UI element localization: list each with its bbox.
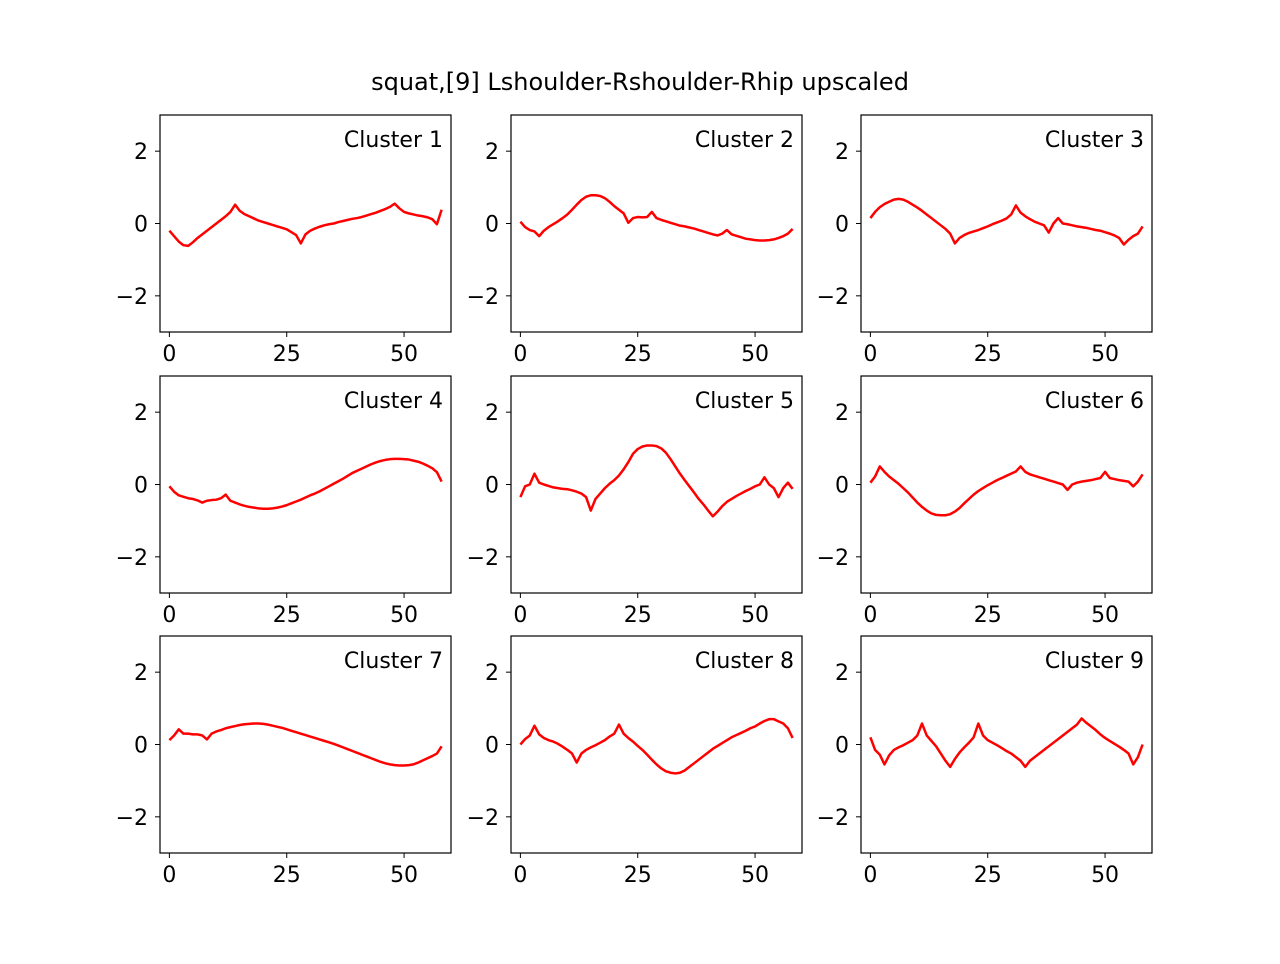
- subplot-8: 0 25 50 −2 0 2 Cluster 8: [467, 635, 803, 888]
- subplot-title: Cluster 5: [695, 389, 794, 414]
- series-line-cluster-2: [519, 194, 794, 242]
- y-tick-label: −2: [817, 806, 849, 831]
- subplot-1: 0 25 50 −2 0 2 Cluster 1: [116, 114, 452, 367]
- subplot-title: Cluster 2: [695, 128, 794, 153]
- y-tick-label: 2: [134, 401, 148, 426]
- series-line-cluster-1: [168, 202, 443, 248]
- subplot-title: Cluster 7: [344, 649, 443, 674]
- subplot-title: Cluster 3: [1045, 128, 1144, 153]
- y-tick-label: −2: [467, 806, 499, 831]
- x-tick-label: 25: [974, 863, 1002, 888]
- y-tick-label: 0: [835, 474, 849, 499]
- x-tick-label: 50: [741, 603, 769, 628]
- subplot-9: 0 25 50 −2 0 2 Cluster 9: [817, 635, 1153, 888]
- subplot-title: Cluster 6: [1045, 389, 1144, 414]
- y-tick-label: 2: [134, 140, 148, 165]
- x-tick-label: 25: [273, 863, 301, 888]
- series-line-cluster-9: [869, 717, 1144, 769]
- x-tick-label: 50: [390, 863, 418, 888]
- x-tick-label: 0: [162, 342, 176, 367]
- x-tick-label: 25: [273, 603, 301, 628]
- subplot-2: 0 25 50 −2 0 2 Cluster 2: [467, 114, 803, 367]
- series-line-cluster-4: [168, 457, 443, 510]
- y-tick-label: −2: [116, 285, 148, 310]
- x-tick-label: 0: [513, 603, 527, 628]
- subplot-6: 0 25 50 −2 0 2 Cluster 6: [817, 375, 1153, 628]
- subplot-title: Cluster 9: [1045, 649, 1144, 674]
- subplot-7: 0 25 50 −2 0 2 Cluster 7: [116, 635, 452, 888]
- y-tick-label: 0: [485, 734, 499, 759]
- y-tick-label: −2: [817, 285, 849, 310]
- y-tick-label: 0: [485, 213, 499, 238]
- series-line-cluster-8: [519, 717, 794, 775]
- y-tick-label: 2: [835, 140, 849, 165]
- x-tick-label: 0: [513, 863, 527, 888]
- y-tick-label: 0: [134, 474, 148, 499]
- figure-title: squat,[9] Lshoulder-Rshoulder-Rhip upsca…: [371, 68, 909, 96]
- y-tick-label: −2: [467, 546, 499, 571]
- series-line-cluster-5: [519, 444, 794, 518]
- x-tick-label: 0: [162, 863, 176, 888]
- y-tick-label: 0: [835, 213, 849, 238]
- series-line-cluster-7: [168, 722, 443, 767]
- y-tick-label: 0: [835, 734, 849, 759]
- x-tick-label: 0: [863, 863, 877, 888]
- x-tick-label: 0: [162, 603, 176, 628]
- y-tick-label: 2: [134, 661, 148, 686]
- x-tick-label: 25: [624, 863, 652, 888]
- y-tick-label: −2: [467, 285, 499, 310]
- x-tick-label: 25: [624, 603, 652, 628]
- x-tick-label: 50: [1091, 342, 1119, 367]
- y-tick-label: 0: [134, 213, 148, 238]
- y-tick-label: −2: [817, 546, 849, 571]
- x-tick-label: 25: [273, 342, 301, 367]
- subplot-5: 0 25 50 −2 0 2 Cluster 5: [467, 375, 803, 628]
- subplot-3: 0 25 50 −2 0 2 Cluster 3: [817, 114, 1153, 367]
- x-tick-label: 50: [741, 863, 769, 888]
- x-tick-label: 50: [1091, 863, 1119, 888]
- y-tick-label: 0: [134, 734, 148, 759]
- y-tick-label: 2: [835, 401, 849, 426]
- x-tick-label: 25: [974, 342, 1002, 367]
- x-tick-label: 0: [863, 342, 877, 367]
- y-tick-label: 2: [485, 140, 499, 165]
- series-line-cluster-6: [869, 465, 1144, 517]
- x-tick-label: 0: [863, 603, 877, 628]
- y-tick-label: 2: [485, 661, 499, 686]
- y-tick-label: 2: [485, 401, 499, 426]
- y-tick-label: 0: [485, 474, 499, 499]
- x-tick-label: 50: [390, 342, 418, 367]
- x-tick-label: 50: [390, 603, 418, 628]
- x-tick-label: 25: [974, 603, 1002, 628]
- y-tick-label: −2: [116, 546, 148, 571]
- x-tick-label: 50: [1091, 603, 1119, 628]
- subplot-4: 0 25 50 −2 0 2 Cluster 4: [116, 375, 452, 628]
- x-tick-label: 50: [741, 342, 769, 367]
- series-line-cluster-3: [869, 197, 1144, 246]
- subplot-title: Cluster 8: [695, 649, 794, 674]
- x-tick-label: 25: [624, 342, 652, 367]
- subplot-title: Cluster 4: [344, 389, 443, 414]
- y-tick-label: −2: [116, 806, 148, 831]
- x-tick-label: 0: [513, 342, 527, 367]
- subplot-title: Cluster 1: [344, 128, 443, 153]
- y-tick-label: 2: [835, 661, 849, 686]
